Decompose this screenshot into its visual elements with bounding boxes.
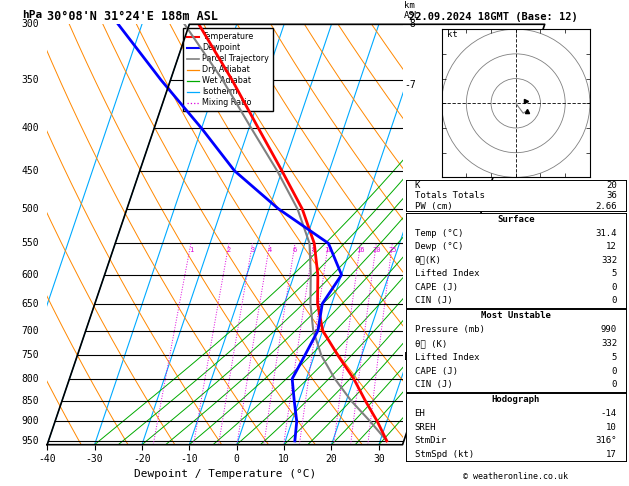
Text: -14: -14 <box>601 409 617 418</box>
Text: PW (cm): PW (cm) <box>415 202 452 210</box>
Text: -2: -2 <box>404 378 416 388</box>
Text: 4: 4 <box>267 247 272 253</box>
Text: StmSpd (kt): StmSpd (kt) <box>415 450 474 459</box>
Text: Hodograph: Hodograph <box>492 396 540 404</box>
Text: 10: 10 <box>606 423 617 432</box>
Text: 22.09.2024 18GMT (Base: 12): 22.09.2024 18GMT (Base: 12) <box>409 12 577 22</box>
Text: 350: 350 <box>22 75 40 85</box>
Text: 20: 20 <box>372 247 381 253</box>
Text: 700: 700 <box>22 326 40 335</box>
Text: EH: EH <box>415 409 425 418</box>
Text: 3: 3 <box>250 247 255 253</box>
Text: CAPE (J): CAPE (J) <box>415 283 457 292</box>
Text: 10: 10 <box>324 247 333 253</box>
Text: 2: 2 <box>227 247 231 253</box>
Text: CIN (J): CIN (J) <box>415 381 452 389</box>
Text: Lifted Index: Lifted Index <box>415 269 479 278</box>
Text: Most Unstable: Most Unstable <box>481 312 551 320</box>
Text: -3: -3 <box>404 326 416 335</box>
Text: 316°: 316° <box>596 436 617 445</box>
Text: -4: -4 <box>404 285 416 295</box>
Text: -8: -8 <box>404 19 416 29</box>
Text: 990: 990 <box>601 325 617 334</box>
Text: 450: 450 <box>22 166 40 176</box>
Text: K: K <box>415 181 420 190</box>
Text: 20: 20 <box>606 181 617 190</box>
Text: -7: -7 <box>404 80 416 90</box>
Text: -5: -5 <box>404 238 416 248</box>
Text: 17: 17 <box>606 450 617 459</box>
Text: 5: 5 <box>611 353 617 362</box>
Text: LCL: LCL <box>404 352 422 362</box>
Text: Dewp (°C): Dewp (°C) <box>415 242 463 251</box>
Text: 30°08'N 31°24'E 188m ASL: 30°08'N 31°24'E 188m ASL <box>47 10 218 23</box>
Text: 0: 0 <box>611 283 617 292</box>
Text: 25: 25 <box>388 247 397 253</box>
Text: CAPE (J): CAPE (J) <box>415 366 457 376</box>
Text: 332: 332 <box>601 339 617 348</box>
Text: 36: 36 <box>606 191 617 200</box>
Text: 900: 900 <box>22 417 40 426</box>
Text: 16: 16 <box>356 247 365 253</box>
Text: -1: -1 <box>404 426 416 436</box>
Text: kt: kt <box>447 30 457 38</box>
Text: Lifted Index: Lifted Index <box>415 353 479 362</box>
Text: 8: 8 <box>311 247 316 253</box>
Text: 300: 300 <box>22 19 40 29</box>
Text: -6: -6 <box>404 200 416 210</box>
Text: Pressure (mb): Pressure (mb) <box>415 325 484 334</box>
Text: StmDir: StmDir <box>415 436 447 445</box>
Text: 1: 1 <box>189 247 193 253</box>
Text: Temp (°C): Temp (°C) <box>415 229 463 238</box>
Text: hPa: hPa <box>22 10 43 20</box>
Text: 950: 950 <box>22 436 40 446</box>
Text: 6: 6 <box>293 247 297 253</box>
Text: 0: 0 <box>611 296 617 305</box>
Text: 650: 650 <box>22 299 40 309</box>
Text: SREH: SREH <box>415 423 436 432</box>
Text: 0: 0 <box>611 366 617 376</box>
Text: 2.66: 2.66 <box>596 202 617 210</box>
X-axis label: Dewpoint / Temperature (°C): Dewpoint / Temperature (°C) <box>134 469 316 479</box>
Text: Surface: Surface <box>497 215 535 224</box>
Text: 31.4: 31.4 <box>596 229 617 238</box>
Text: km
ASL: km ASL <box>404 0 420 20</box>
Text: Totals Totals: Totals Totals <box>415 191 484 200</box>
Text: θᴇ (K): θᴇ (K) <box>415 339 447 348</box>
Text: 12: 12 <box>606 242 617 251</box>
Text: 0: 0 <box>611 381 617 389</box>
Text: 550: 550 <box>22 238 40 248</box>
Text: θᴇ(K): θᴇ(K) <box>415 256 442 265</box>
Text: CIN (J): CIN (J) <box>415 296 452 305</box>
Text: © weatheronline.co.uk: © weatheronline.co.uk <box>464 472 568 481</box>
Text: 750: 750 <box>22 350 40 361</box>
Text: 800: 800 <box>22 374 40 384</box>
Text: 600: 600 <box>22 270 40 280</box>
Text: 332: 332 <box>601 256 617 265</box>
Text: 500: 500 <box>22 204 40 214</box>
Text: 850: 850 <box>22 396 40 406</box>
Text: 400: 400 <box>22 123 40 133</box>
Legend: Temperature, Dewpoint, Parcel Trajectory, Dry Adiabat, Wet Adiabat, Isotherm, Mi: Temperature, Dewpoint, Parcel Trajectory… <box>182 28 273 111</box>
Text: 5: 5 <box>611 269 617 278</box>
Text: Mixing Ratio (g/kg): Mixing Ratio (g/kg) <box>421 183 430 286</box>
